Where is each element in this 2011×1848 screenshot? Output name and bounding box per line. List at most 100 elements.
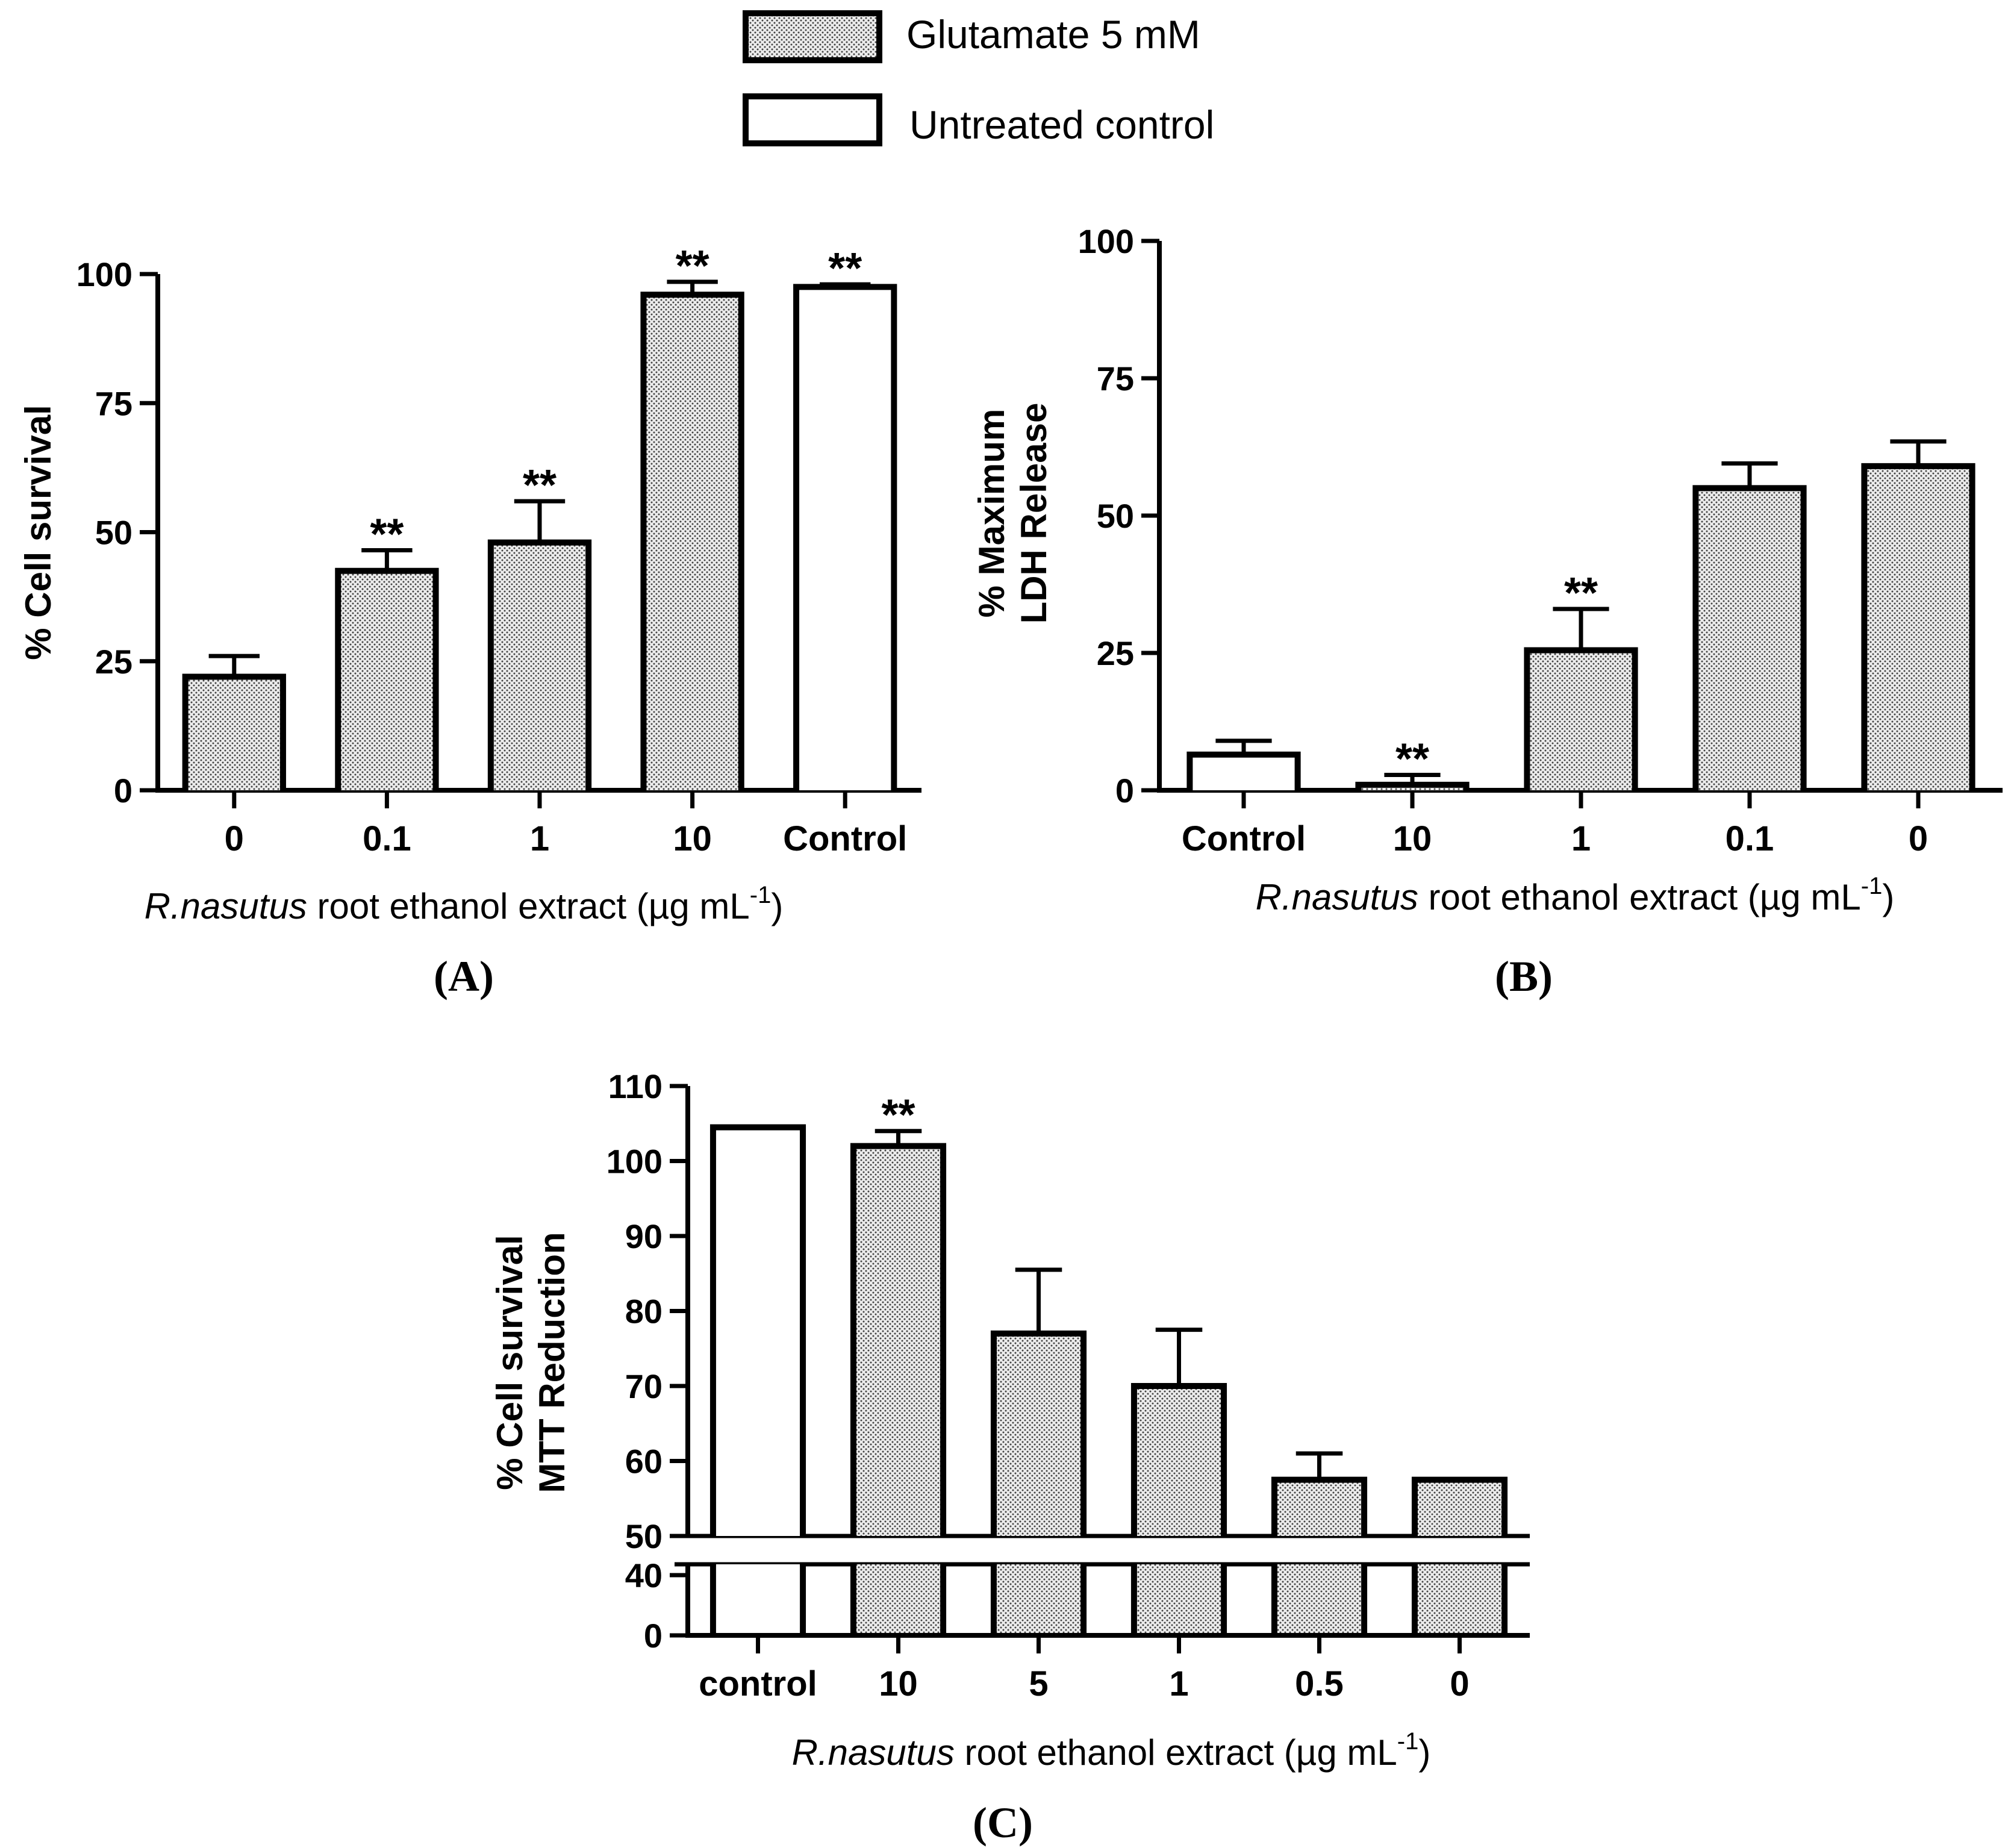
- x-tick-label: 1: [1571, 819, 1591, 858]
- bar: [850, 1143, 947, 1536]
- x-tick-label: 0.5: [1295, 1664, 1344, 1703]
- x-tick-label: 0: [1450, 1664, 1469, 1703]
- x-tick-label: 1: [1169, 1664, 1188, 1703]
- bars: ** **: [1186, 439, 1975, 790]
- x-axis-label-species: R.nasutus: [145, 886, 307, 926]
- y-tick-label: 0: [114, 772, 133, 810]
- x-axis-label-superscript: -1: [1397, 1728, 1419, 1755]
- significance-marker: **: [370, 510, 404, 558]
- axes: 0 25 50 75 100 0 0.1 1 10 Control: [76, 255, 921, 858]
- x-axis-label-text: root ethanol extract (µg mL: [307, 886, 750, 926]
- bar: [1186, 751, 1301, 790]
- bar-lower-fill: [716, 1564, 800, 1633]
- y-tick-label: 75: [95, 384, 133, 422]
- bar-lower-edges: [1271, 1564, 1368, 1635]
- y-tick-label: 75: [1097, 360, 1134, 398]
- bars: ** ** ** **: [182, 242, 897, 790]
- x-axis-title: R.nasutus root ethanol extract (µg mL-1): [792, 1728, 1431, 1773]
- y-tick-label: 40: [625, 1556, 663, 1594]
- x-axis-label-text: root ethanol extract (µg mL: [955, 1732, 1397, 1773]
- bar: [1271, 1476, 1368, 1536]
- x-axis-label-superscript: -1: [750, 882, 772, 908]
- x-tick-label: Control: [783, 819, 907, 858]
- bar: [1355, 781, 1470, 790]
- legend-label-glutamate: Glutamate 5 mM: [906, 12, 1200, 57]
- bar: [640, 292, 744, 790]
- bar: [990, 1330, 1087, 1536]
- x-tick-label: 10: [879, 1664, 918, 1703]
- bar: [1524, 647, 1638, 790]
- significance-marker: **: [676, 242, 709, 290]
- y-axis-label-line: MTT Reduction: [532, 1232, 572, 1493]
- y-tick-label: 25: [1097, 634, 1134, 672]
- y-tick-label: 110: [608, 1067, 663, 1105]
- legend-item-glutamate: Glutamate 5 mM: [743, 10, 1200, 63]
- bar-lower-edges: [709, 1564, 806, 1635]
- y-axis-label-line: % Maximum: [971, 409, 1012, 618]
- y-tick-label: 100: [1078, 222, 1134, 260]
- y-tick-label: 80: [625, 1293, 663, 1331]
- bar: [1861, 463, 1975, 790]
- y-tick-label: 70: [625, 1367, 663, 1405]
- axes: 50 60 70 80 90 100 110 0 40 control 10 5 1 0.5 0: [606, 1067, 1530, 1703]
- legend-label-untreated: Untreated control: [909, 102, 1214, 147]
- x-axis-label-text: root ethanol extract (µg mL: [1418, 877, 1861, 917]
- x-tick-label: control: [699, 1664, 817, 1703]
- legend: Glutamate 5 mM Untreated control: [743, 10, 1214, 147]
- bar-lower-edges: [850, 1564, 947, 1635]
- y-axis-title: % Cell survival MTT Reduction: [490, 1232, 572, 1493]
- bar: [1130, 1383, 1227, 1536]
- bar-lower-edges: [1411, 1564, 1508, 1635]
- x-axis-label: R.nasutus root ethanol extract (µg mL-1): [145, 882, 784, 926]
- y-tick-label: 90: [625, 1217, 663, 1255]
- bar: [793, 284, 897, 790]
- y-tick-label: 0: [1115, 772, 1134, 810]
- bar: [1411, 1476, 1508, 1536]
- x-axis-label-species: R.nasutus: [792, 1732, 955, 1773]
- chart-panel-a: % Cell survival 0 25 50 75 100 0 0.1 1 10 Control…: [18, 242, 921, 1000]
- bar-lower-edges: [1130, 1564, 1227, 1635]
- bar-lower-fill: [856, 1564, 941, 1633]
- bar-lower-fill: [1136, 1564, 1221, 1633]
- y-tick-label: 60: [625, 1443, 663, 1481]
- x-tick-label: 0: [1909, 819, 1928, 858]
- bars: **: [709, 1091, 1508, 1635]
- bar-lower-edges: [990, 1564, 1087, 1635]
- bar: [182, 673, 286, 790]
- legend-item-untreated: Untreated control: [743, 93, 1214, 147]
- x-axis-label: R.nasutus root ethanol extract (µg mL-1): [1256, 873, 1895, 917]
- y-tick-label: 25: [95, 643, 133, 681]
- x-tick-label: 0.1: [363, 819, 411, 858]
- x-axis-label-species: R.nasutus: [1256, 877, 1418, 917]
- significance-marker: **: [1564, 569, 1598, 617]
- bar-lower-fill: [1417, 1564, 1502, 1633]
- x-axis-title: R.nasutus root ethanol extract (µg mL-1): [1256, 873, 1895, 917]
- bar: [1692, 485, 1807, 790]
- y-tick-label: 0: [644, 1617, 663, 1655]
- x-tick-label: 0: [225, 819, 244, 858]
- y-tick-label: 100: [76, 255, 133, 293]
- x-tick-label: Control: [1182, 819, 1306, 858]
- bar: [335, 567, 439, 790]
- chart-panel-c: % Cell survival MTT Reduction 50607080901…: [490, 1067, 1530, 1847]
- x-tick-label: 10: [1393, 819, 1432, 858]
- x-axis-label-close: ): [771, 886, 783, 926]
- panel-tag-b: (B): [1495, 952, 1553, 1000]
- x-tick-label: 0.1: [1726, 819, 1774, 858]
- panel-tag-c: (C): [973, 1799, 1033, 1847]
- x-tick-label: 5: [1029, 1664, 1048, 1703]
- y-axis-label-line: % Cell survival: [490, 1235, 530, 1490]
- y-axis-title: % Cell survival: [18, 405, 58, 660]
- bar: [487, 539, 592, 790]
- y-tick-label: 50: [625, 1517, 663, 1555]
- x-tick-label: 1: [530, 819, 549, 858]
- significance-marker: **: [828, 245, 862, 293]
- y-axis-title: % Maximum LDH Release: [971, 403, 1054, 624]
- y-axis-label-line: LDH Release: [1014, 403, 1054, 624]
- significance-marker: **: [523, 461, 557, 510]
- x-tick-label: 10: [673, 819, 712, 858]
- y-tick-label: 50: [95, 514, 133, 552]
- significance-marker: **: [1395, 735, 1429, 783]
- significance-marker: **: [881, 1091, 915, 1140]
